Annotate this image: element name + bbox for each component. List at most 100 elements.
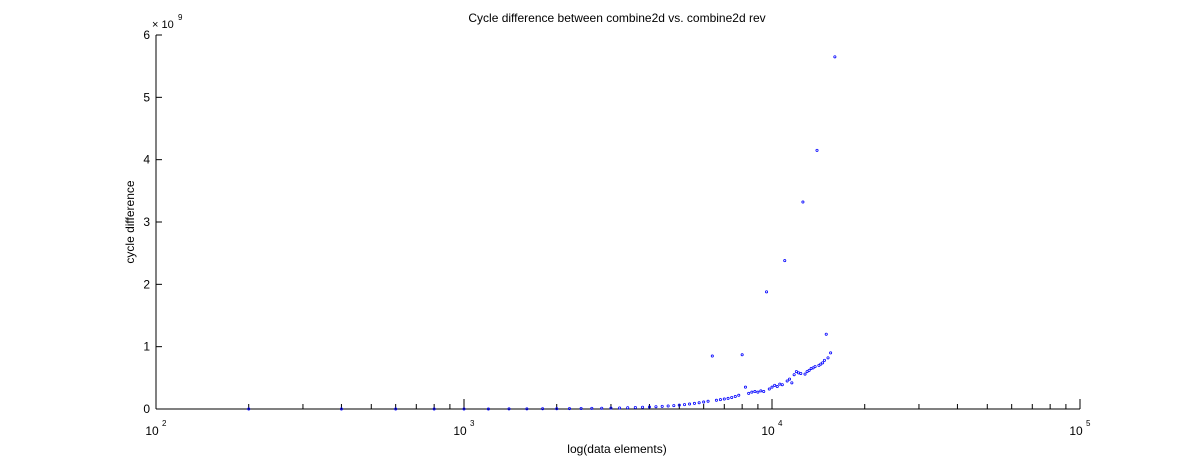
data-point [756, 390, 760, 394]
data-point [555, 407, 559, 411]
data-point [762, 390, 766, 394]
y-tick-label: 1 [143, 340, 150, 354]
data-point [486, 407, 490, 411]
x-tick-label-exponent: 2 [162, 419, 167, 428]
data-point [697, 401, 701, 405]
y-axis-multiplier: × 10 9 [152, 13, 183, 31]
data-point [826, 356, 830, 360]
data-point [714, 398, 718, 402]
data-points [247, 55, 837, 411]
data-point [618, 406, 622, 410]
data-point [811, 366, 815, 370]
data-point [692, 401, 696, 405]
data-point [672, 404, 676, 408]
data-point [730, 395, 734, 399]
y-tick-label: 3 [143, 215, 150, 229]
data-point [759, 389, 763, 393]
data-point [654, 405, 658, 409]
data-point [609, 406, 613, 410]
data-point [799, 371, 803, 375]
data-point [770, 385, 774, 389]
data-point [666, 404, 670, 408]
data-point [765, 290, 769, 294]
data-point [737, 393, 741, 397]
y-multiplier-exponent: 9 [178, 13, 183, 22]
data-point [778, 382, 782, 386]
data-point [683, 403, 687, 407]
data-point [805, 370, 809, 374]
data-point [833, 55, 837, 59]
data-point [747, 391, 751, 395]
data-point [677, 403, 681, 407]
data-point [706, 399, 710, 403]
data-point [660, 404, 664, 408]
data-point [783, 259, 787, 263]
data-point [726, 396, 730, 400]
data-point [590, 406, 594, 410]
data-point [432, 407, 436, 411]
x-axis-label: log(data elements) [567, 442, 666, 456]
data-point [794, 370, 798, 374]
data-point [567, 407, 571, 411]
x-tick-label-base: 10 [453, 424, 467, 438]
data-point [688, 402, 692, 406]
y-axis-label: cycle difference [123, 180, 137, 263]
data-point [788, 377, 792, 381]
data-point [813, 365, 817, 369]
data-point [507, 407, 511, 411]
data-point [339, 407, 343, 411]
x-tick-label-exponent: 5 [1086, 419, 1091, 428]
data-point [767, 387, 771, 391]
x-tick-label-base: 10 [145, 424, 159, 438]
axes [155, 35, 1080, 410]
data-point [600, 406, 604, 410]
data-point [801, 200, 805, 204]
x-tick-label-base: 10 [1069, 424, 1083, 438]
data-point [750, 390, 754, 394]
y-tick-label: 6 [143, 28, 150, 42]
data-point [710, 354, 714, 358]
data-point [740, 353, 744, 357]
data-point [718, 398, 722, 402]
data-point [815, 148, 819, 152]
data-point [247, 407, 251, 411]
data-point [824, 332, 828, 336]
data-point [775, 385, 779, 389]
data-point [722, 397, 726, 401]
y-tick-label: 2 [143, 277, 150, 291]
data-point [626, 406, 630, 410]
data-point [821, 361, 825, 365]
y-tick-label: 4 [143, 153, 150, 167]
y-multiplier-base: × 10 [152, 19, 174, 31]
y-tick-label: 0 [143, 402, 150, 416]
data-point [394, 407, 398, 411]
data-point [829, 351, 833, 355]
data-point [733, 395, 737, 399]
data-point [541, 407, 545, 411]
y-tick-label: 5 [143, 90, 150, 104]
data-point [803, 372, 807, 376]
data-point [807, 368, 811, 372]
x-tick-label-exponent: 4 [778, 419, 783, 428]
plot-area [156, 35, 1080, 409]
data-point [702, 400, 706, 404]
data-point [647, 405, 651, 409]
data-point [525, 407, 529, 411]
data-point [641, 405, 645, 409]
data-point [743, 385, 747, 389]
x-tick-label-base: 10 [761, 424, 775, 438]
data-point [753, 390, 757, 394]
data-point [579, 407, 583, 411]
data-point [462, 407, 466, 411]
x-tick-label-exponent: 3 [470, 419, 475, 428]
data-point [792, 373, 796, 377]
chart-title: Cycle difference between combine2d vs. c… [468, 11, 765, 25]
data-point [780, 383, 784, 387]
data-point [822, 358, 826, 362]
data-point [773, 383, 777, 387]
data-point [633, 406, 637, 410]
data-point [790, 381, 794, 385]
